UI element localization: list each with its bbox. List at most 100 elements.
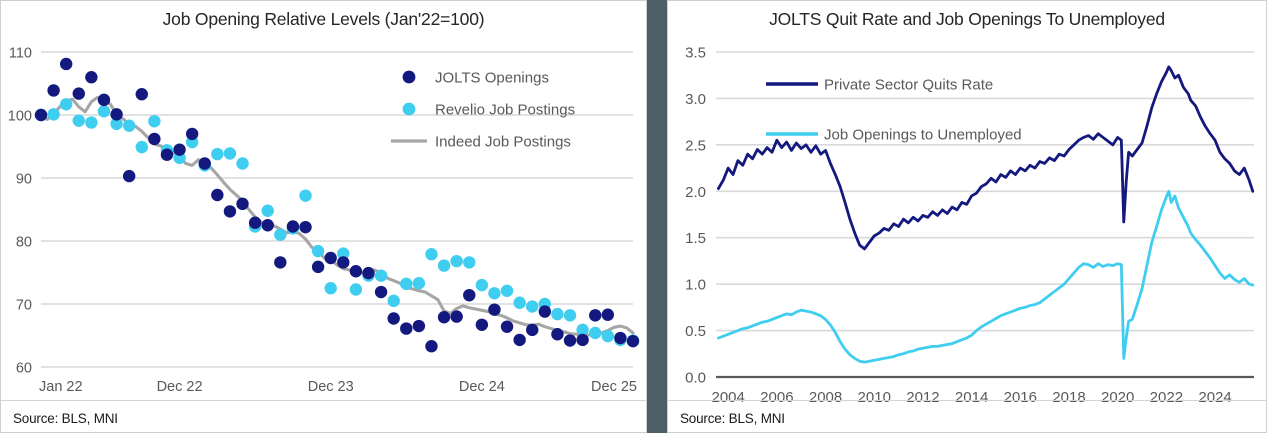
jolts-data-point bbox=[450, 310, 463, 323]
left-chart-panel: Job Opening Relative Levels (Jan'22=100)… bbox=[0, 0, 647, 433]
jolts-data-point bbox=[349, 265, 363, 278]
x-axis-tick-label: 2008 bbox=[809, 389, 842, 406]
revelio-data-point bbox=[72, 114, 85, 127]
jolts-data-point bbox=[475, 318, 489, 331]
revelio-data-point bbox=[450, 254, 463, 268]
x-axis-tick-label: 2018 bbox=[1052, 389, 1085, 406]
y-axis-tick-label: 110 bbox=[9, 46, 32, 62]
navy-dot-icon bbox=[402, 70, 416, 84]
jolts-data-point bbox=[374, 285, 388, 299]
x-axis-tick-label: 2010 bbox=[858, 389, 891, 406]
revelio-data-point bbox=[349, 283, 363, 296]
right-plot-area: 0.0 0.5 1.0 1.5 2.0 2.5 3.0 3.5 2004 2006 2008 2010… bbox=[668, 34, 1266, 432]
x-axis-tick-label: 2006 bbox=[760, 389, 793, 406]
revelio-data-point bbox=[311, 244, 325, 258]
legend-entry: JOLTS Openings bbox=[402, 70, 549, 87]
left-plot-area: 60 70 80 90 100 110 Jan 22 Dec 22 Dec 23 Dec 24 De… bbox=[1, 34, 646, 432]
revelio-data-point bbox=[551, 307, 564, 321]
jolts-data-point bbox=[274, 256, 287, 269]
revelio-data-point bbox=[324, 282, 337, 295]
jolts-data-point bbox=[362, 266, 375, 280]
jolts-data-point bbox=[576, 333, 589, 347]
revelio-data-point bbox=[59, 98, 73, 111]
x-axis-tick-label: Dec 25 bbox=[591, 379, 637, 395]
revelio-data-point bbox=[85, 116, 98, 129]
jolts-data-point bbox=[72, 87, 85, 100]
revelio-data-point bbox=[500, 284, 514, 297]
revelio-data-point bbox=[47, 108, 60, 121]
right-source-divider bbox=[668, 400, 1266, 401]
x-axis-tick-label: 2020 bbox=[1101, 389, 1134, 406]
jolts-data-point bbox=[463, 288, 476, 302]
jolts-data-point bbox=[601, 308, 615, 321]
revelio-data-point bbox=[135, 140, 148, 154]
right-chart-title: JOLTS Quit Rate and Job Openings To Unem… bbox=[769, 9, 1165, 29]
revelio-data-point bbox=[223, 147, 237, 160]
y-axis-tick-label: 1.5 bbox=[685, 230, 706, 247]
y-axis-tick-label: 80 bbox=[16, 235, 32, 251]
y-axis-tick-label: 0.5 bbox=[685, 323, 706, 340]
jolts-data-point bbox=[236, 197, 249, 211]
legend-label: JOLTS Openings bbox=[435, 70, 549, 87]
x-axis-tick-label: 2016 bbox=[1004, 389, 1037, 406]
jolts-data-point bbox=[59, 57, 73, 71]
y-axis-tick-label: 0.0 bbox=[685, 370, 706, 387]
jolts-data-point bbox=[185, 127, 199, 141]
right-chart-panel: JOLTS Quit Rate and Job Openings To Unem… bbox=[667, 0, 1267, 433]
x-axis-tick-label: 2014 bbox=[955, 389, 988, 406]
revelio-data-point bbox=[110, 117, 123, 131]
revelio-data-point bbox=[513, 296, 526, 309]
jolts-data-point bbox=[500, 320, 514, 333]
revelio-data-point bbox=[526, 300, 539, 313]
left-source-note: Source: BLS, MNI bbox=[13, 411, 118, 426]
jolts-data-point bbox=[198, 157, 211, 170]
jolts-data-point bbox=[589, 309, 602, 322]
private-sector-quits-rate-line bbox=[717, 65, 1255, 251]
revelio-data-point bbox=[425, 248, 438, 261]
jolts-data-point bbox=[261, 219, 274, 232]
legend-label: Job Openings to Unemployed bbox=[824, 127, 1022, 144]
revelio-data-point bbox=[601, 329, 615, 343]
revelio-data-point bbox=[437, 259, 451, 272]
legend-label: Indeed Job Postings bbox=[435, 134, 571, 151]
x-axis-tick-label: Dec 24 bbox=[459, 379, 505, 395]
job-openings-to-unemployed-line bbox=[717, 189, 1255, 364]
revelio-data-point bbox=[148, 115, 161, 128]
revelio-data-point bbox=[122, 119, 136, 132]
revelio-data-point bbox=[576, 323, 589, 337]
revelio-data-point bbox=[488, 287, 501, 300]
jolts-data-point bbox=[47, 84, 60, 97]
revelio-data-point bbox=[387, 294, 400, 308]
left-chart-title: Job Opening Relative Levels (Jan'22=100) bbox=[162, 9, 485, 29]
jolts-data-point bbox=[324, 251, 337, 265]
revelio-data-point bbox=[261, 204, 274, 217]
jolts-data-point bbox=[337, 256, 350, 269]
revelio-data-point bbox=[337, 247, 350, 260]
jolts-data-point bbox=[223, 205, 237, 218]
right-source-note: Source: BLS, MNI bbox=[680, 411, 785, 426]
revelio-data-point bbox=[299, 189, 312, 202]
revelio-data-point bbox=[374, 269, 388, 282]
left-chart-svg: 60 70 80 90 100 110 Jan 22 Dec 22 Dec 23 Dec 24 De… bbox=[8, 46, 640, 395]
revelio-data-point bbox=[412, 277, 426, 290]
jolts-data-point bbox=[387, 312, 400, 325]
y-axis-tick-label: 1.0 bbox=[685, 277, 706, 294]
x-axis-tick-label: Dec 22 bbox=[157, 379, 203, 395]
legend-entry: Indeed Job Postings bbox=[391, 134, 571, 151]
right-chart-svg: 0.0 0.5 1.0 1.5 2.0 2.5 3.0 3.5 2004 2006 2008 2010… bbox=[685, 45, 1255, 406]
jolts-data-point bbox=[400, 322, 413, 335]
jolts-data-point bbox=[299, 220, 312, 234]
jolts-data-point bbox=[488, 303, 501, 316]
x-axis-tick-label: 2024 bbox=[1198, 389, 1231, 406]
revelio-data-point bbox=[589, 326, 602, 340]
jolts-data-point bbox=[626, 334, 640, 348]
jolts-data-point bbox=[211, 188, 224, 202]
legend-entry: Private Sector Quits Rate bbox=[766, 77, 993, 94]
revelio-data-point bbox=[463, 256, 476, 269]
revelio-data-point bbox=[211, 147, 224, 161]
jolts-data-point bbox=[412, 319, 426, 333]
revelio-data-point bbox=[274, 228, 287, 241]
revelio-data-point bbox=[475, 278, 489, 292]
jolts-data-point bbox=[425, 340, 438, 353]
cyan-dot-icon bbox=[402, 102, 416, 116]
